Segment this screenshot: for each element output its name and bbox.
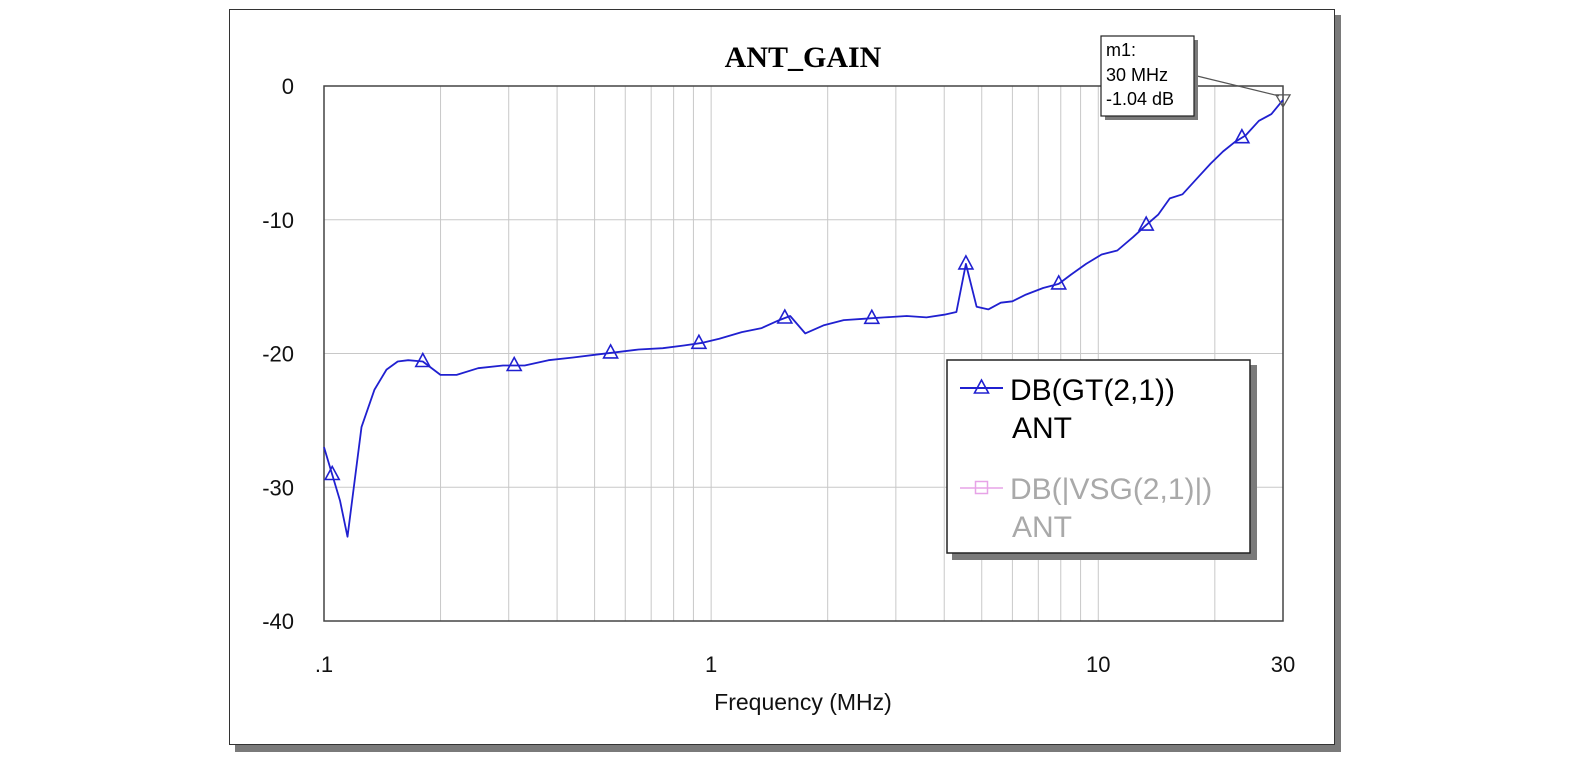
data-point-marker — [1137, 215, 1155, 231]
data-point-marker — [414, 351, 432, 368]
marker-m1[interactable]: m1: 30 MHz -1.04 dB — [1100, 35, 1292, 120]
y-tick-label: -30 — [262, 475, 294, 500]
y-tick-label: 0 — [282, 74, 294, 99]
legend-box — [946, 359, 1251, 554]
x-tick-label: 10 — [1086, 652, 1110, 677]
data-point-marker — [690, 333, 708, 350]
triangle-marker-icon — [973, 378, 990, 394]
plot-area — [323, 85, 1284, 622]
legend-sublabel-vsg: ANT — [1012, 511, 1072, 544]
data-point-marker — [1050, 274, 1068, 290]
data-point-marker — [602, 343, 619, 359]
x-tick-label: 30 — [1271, 652, 1295, 677]
marker-triangle-icon[interactable] — [1274, 94, 1292, 109]
legend-sublabel-gt: ANT — [1012, 412, 1072, 445]
y-tick-label: -20 — [262, 342, 294, 367]
legend-item-vsg[interactable]: DB(|VSG(2,1)|) ANT — [960, 473, 1212, 544]
chart-title: ANT_GAIN — [725, 41, 882, 74]
data-point-marker — [505, 355, 523, 372]
marker-box — [1100, 35, 1195, 117]
legend-label-vsg: DB(|VSG(2,1)|) — [1010, 473, 1212, 506]
data-point-marker — [776, 308, 794, 324]
y-tick-label: -10 — [262, 208, 294, 233]
series-layer — [323, 99, 1284, 538]
marker-label: m1: — [1106, 40, 1136, 60]
tick-layer: .1 1 10 30 0 -10 -20 -30 -40 — [262, 74, 1295, 677]
marker-y-value: -1.04 dB — [1106, 89, 1174, 109]
data-point-marker — [1233, 128, 1251, 144]
data-point-marker — [323, 464, 341, 481]
legend-label-gt: DB(GT(2,1)) — [1010, 374, 1175, 407]
legend-item-gt[interactable]: DB(GT(2,1)) ANT — [960, 374, 1175, 445]
legend[interactable]: DB(GT(2,1)) ANT DB(|VSG(2,1)|) ANT — [946, 359, 1257, 560]
x-tick-label: 1 — [705, 652, 717, 677]
data-point-marker — [957, 254, 975, 270]
data-point-marker — [863, 308, 881, 325]
marker-leader-line — [1196, 75, 1280, 97]
grid-layer — [324, 86, 1284, 621]
marker-x-value: 30 MHz — [1106, 65, 1168, 85]
x-tick-label: .1 — [315, 652, 333, 677]
series-line-gt — [323, 99, 1284, 538]
square-marker-icon — [974, 480, 989, 495]
x-axis-label: Frequency (MHz) — [714, 689, 892, 715]
y-tick-label: -40 — [262, 609, 294, 634]
